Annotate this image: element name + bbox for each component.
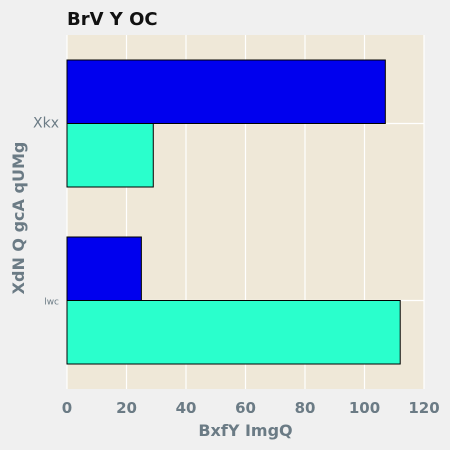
bar xyxy=(66,236,142,301)
y-axis-label: XdN Q gcA qUMg xyxy=(9,142,28,295)
bar xyxy=(66,123,154,188)
chart-title: BrV Y OC xyxy=(67,9,158,30)
x-axis-label: BxfY ImgQ xyxy=(198,421,292,440)
bar xyxy=(66,59,386,124)
y-tick-label: lwc xyxy=(44,298,59,308)
x-tick-label: 20 xyxy=(116,399,137,417)
ticks: 0 20 40 60 80 100 120 Xkx lwc xyxy=(33,116,440,418)
bar xyxy=(66,300,401,365)
x-tick-label: 0 xyxy=(62,399,72,417)
x-tick-label: 40 xyxy=(176,399,197,417)
y-tick-label: Xkx xyxy=(33,116,59,132)
x-tick-label: 60 xyxy=(235,399,256,417)
x-tick-label: 120 xyxy=(408,399,439,417)
bars xyxy=(66,59,401,365)
x-tick-label: 100 xyxy=(349,399,380,417)
x-tick-label: 80 xyxy=(295,399,316,417)
